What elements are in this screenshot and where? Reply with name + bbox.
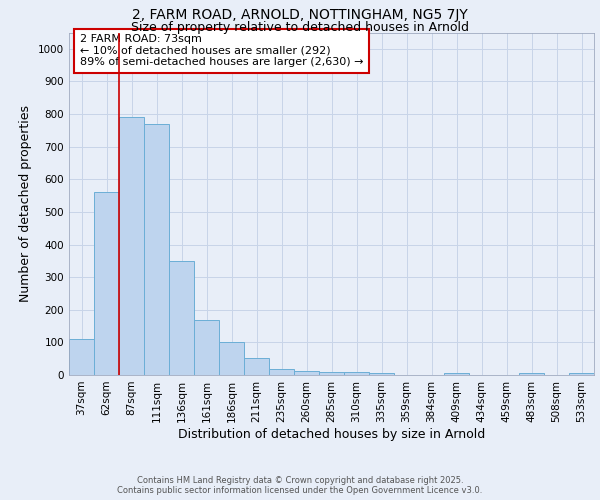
- Bar: [119, 118, 144, 375]
- Bar: [69, 339, 94, 375]
- Text: Size of property relative to detached houses in Arnold: Size of property relative to detached ho…: [131, 21, 469, 34]
- Text: Contains HM Land Registry data © Crown copyright and database right 2025.
Contai: Contains HM Land Registry data © Crown c…: [118, 476, 482, 495]
- Text: 2 FARM ROAD: 73sqm
← 10% of detached houses are smaller (292)
89% of semi-detach: 2 FARM ROAD: 73sqm ← 10% of detached hou…: [79, 34, 363, 68]
- Bar: [169, 261, 194, 375]
- Bar: [144, 124, 169, 375]
- Bar: [94, 192, 119, 375]
- Bar: [519, 374, 544, 375]
- Bar: [569, 374, 594, 375]
- Bar: [369, 374, 394, 375]
- Bar: [194, 320, 219, 375]
- Bar: [244, 358, 269, 375]
- Bar: [444, 374, 469, 375]
- Bar: [269, 369, 294, 375]
- Bar: [344, 372, 369, 375]
- Bar: [219, 342, 244, 375]
- Text: 2, FARM ROAD, ARNOLD, NOTTINGHAM, NG5 7JY: 2, FARM ROAD, ARNOLD, NOTTINGHAM, NG5 7J…: [132, 8, 468, 22]
- X-axis label: Distribution of detached houses by size in Arnold: Distribution of detached houses by size …: [178, 428, 485, 440]
- Y-axis label: Number of detached properties: Number of detached properties: [19, 106, 32, 302]
- Bar: [319, 372, 344, 375]
- Bar: [294, 371, 319, 375]
